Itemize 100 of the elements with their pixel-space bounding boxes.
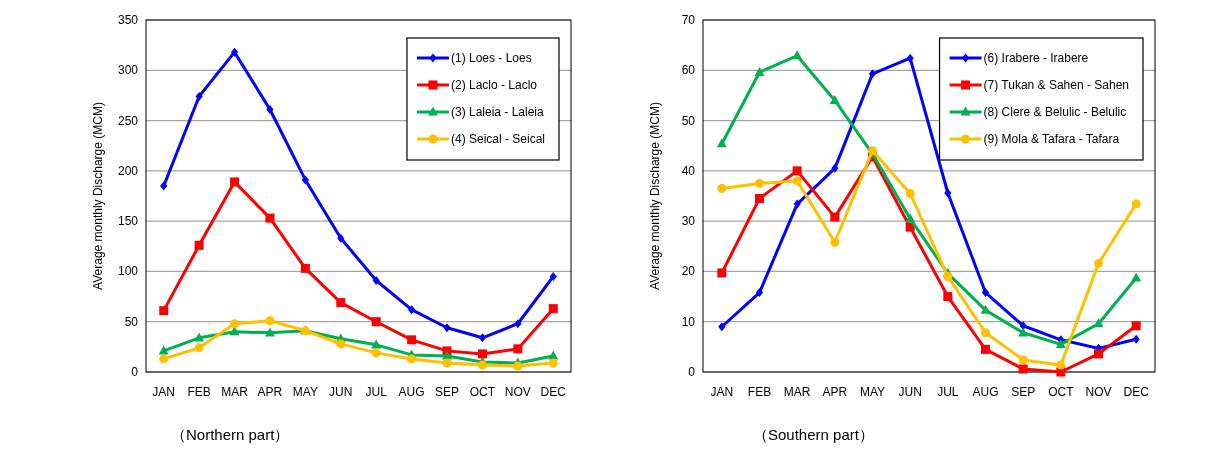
x-tick-label: SEP [435, 385, 460, 399]
legend-label: (4) Seical - Seical [450, 132, 545, 146]
y-tick-label: 100 [117, 264, 139, 279]
legend-label: (9) Mola & Tafara - Tafara [983, 132, 1120, 146]
point [513, 344, 523, 354]
point [717, 268, 727, 278]
point [442, 358, 452, 368]
point [195, 91, 203, 101]
x-tick-label: JUL [937, 385, 959, 399]
x-tick-label: APR [257, 385, 283, 399]
text: （Southern part） [753, 426, 874, 443]
y-tick-label: 150 [117, 214, 139, 229]
point [792, 176, 802, 186]
point [1056, 367, 1066, 377]
legend-label: (2) Laclo - Laclo [450, 78, 538, 92]
point [548, 358, 558, 368]
x-tick-label: JUL [365, 385, 388, 399]
point [265, 316, 275, 326]
point [548, 304, 558, 314]
y-tick-label: 20 [681, 264, 696, 279]
point [1094, 349, 1103, 359]
point [407, 354, 417, 364]
x-tick-label: MAY [859, 385, 886, 399]
point [514, 319, 522, 329]
point [1131, 272, 1142, 282]
legend-label: (8) Clere & Belulic - Belulic [983, 105, 1127, 119]
x-tick-label: MAR [221, 385, 249, 399]
point [371, 348, 381, 358]
point [230, 47, 239, 57]
point [477, 349, 487, 359]
x-tick-label: JUN [898, 385, 922, 399]
point [717, 183, 727, 193]
point [943, 292, 953, 302]
point [300, 263, 310, 273]
y-tick-label: 0 [131, 365, 139, 379]
point [755, 178, 764, 188]
point [230, 177, 240, 187]
point [336, 339, 346, 349]
y-tick-label: 300 [117, 63, 139, 78]
x-tick-label: OCT [469, 385, 496, 399]
point [1018, 364, 1028, 374]
point [266, 105, 274, 115]
point [792, 166, 802, 176]
point [831, 163, 839, 173]
point [868, 69, 877, 79]
y-tick-label: 50 [124, 314, 139, 329]
x-tick-label: FEB [747, 385, 772, 399]
point [159, 306, 169, 316]
legend-label: (3) Laleia - Laleia [450, 105, 545, 119]
y-tick-label: 0 [688, 365, 696, 379]
point [372, 275, 380, 285]
x-tick-label: DEC [1123, 385, 1150, 399]
point [755, 194, 764, 204]
y-tick-label: 250 [117, 113, 139, 128]
point [549, 271, 557, 281]
point [301, 175, 309, 185]
point [905, 188, 915, 198]
x-tick-label: NOV [504, 385, 531, 399]
point [716, 138, 727, 148]
point [337, 233, 345, 243]
point [230, 319, 240, 329]
point [194, 240, 204, 250]
x-tick-label: NOV [1085, 385, 1112, 399]
x-tick-label: JUN [329, 385, 353, 399]
x-tick-label: JAN [152, 385, 176, 399]
x-tick-label: SEP [1011, 385, 1036, 399]
point [371, 317, 381, 327]
legend-label: (6) Irabere - Irabere [983, 51, 1089, 65]
x-tick-label: AUG [398, 385, 425, 399]
point [1093, 318, 1104, 328]
point [1019, 321, 1027, 331]
y-tick-label: 30 [681, 214, 696, 229]
point [829, 95, 840, 105]
text: （Northern part） [171, 426, 290, 443]
x-tick-label: AUG [972, 385, 999, 399]
point [1018, 327, 1029, 337]
point [336, 298, 346, 308]
point [1056, 360, 1066, 370]
x-tick-label: FEB [187, 385, 211, 399]
point [160, 181, 168, 191]
y-tick-label: 50 [681, 113, 696, 128]
point [944, 188, 952, 198]
point [194, 343, 204, 353]
point [981, 328, 990, 338]
point [1131, 321, 1141, 331]
point [265, 327, 275, 337]
y-tick-label: 350 [117, 13, 139, 27]
point [906, 53, 914, 63]
point [408, 305, 416, 315]
y-tick-label: 40 [681, 163, 696, 178]
point [478, 333, 487, 343]
x-tick-label: APR [822, 385, 848, 399]
point [755, 288, 764, 298]
x-tick-label: OCT [1048, 385, 1075, 399]
y-tick-label: 10 [681, 314, 696, 329]
x-tick-label: DEC [540, 385, 567, 399]
x-tick-label: MAY [292, 385, 318, 399]
point [1131, 199, 1141, 209]
y-tick-label: 200 [117, 163, 139, 178]
point [793, 199, 801, 209]
